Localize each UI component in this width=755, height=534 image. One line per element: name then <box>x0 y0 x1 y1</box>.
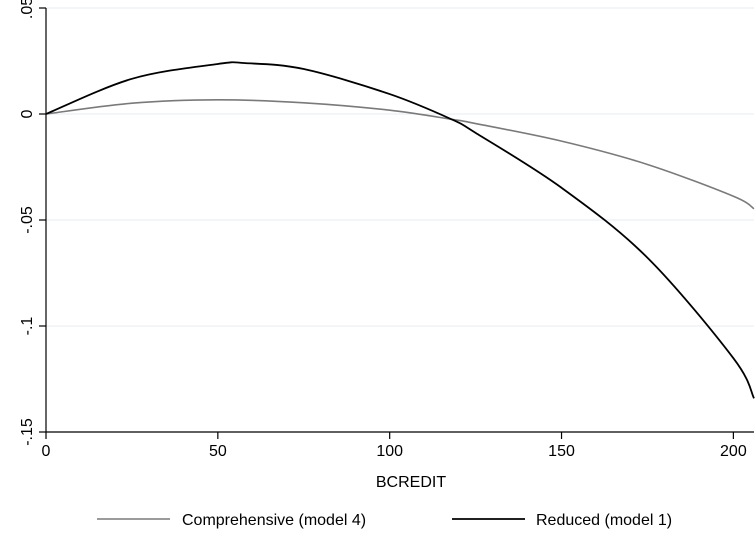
series-line-comprehensive <box>45 98 755 210</box>
series-lines <box>45 61 755 399</box>
x-tick-label-1: 50 <box>209 443 227 460</box>
x-tick-label-2: 100 <box>376 443 403 460</box>
x-axis-label: BCREDIT <box>376 474 446 491</box>
x-tick-label-4: 200 <box>720 443 747 460</box>
gridlines <box>46 7 754 433</box>
y-tick-label-3: 0 <box>19 109 36 118</box>
legend: Comprehensive (model 4) Reduced (model 1… <box>97 512 672 529</box>
series-line-reduced <box>45 61 755 399</box>
tick-labels: 0 50 100 150 200 -.15 -.1 -.05 0 .05 <box>19 0 747 460</box>
axes <box>39 7 754 439</box>
legend-label-comprehensive: Comprehensive (model 4) <box>182 512 366 529</box>
x-tick-label-0: 0 <box>42 443 51 460</box>
y-tick-label-1: -.1 <box>19 317 36 336</box>
y-tick-label-4: .05 <box>19 0 36 19</box>
legend-label-reduced: Reduced (model 1) <box>536 512 672 529</box>
y-tick-label-0: -.15 <box>19 418 36 446</box>
x-tick-label-3: 150 <box>548 443 575 460</box>
y-tick-label-2: -.05 <box>19 206 36 234</box>
